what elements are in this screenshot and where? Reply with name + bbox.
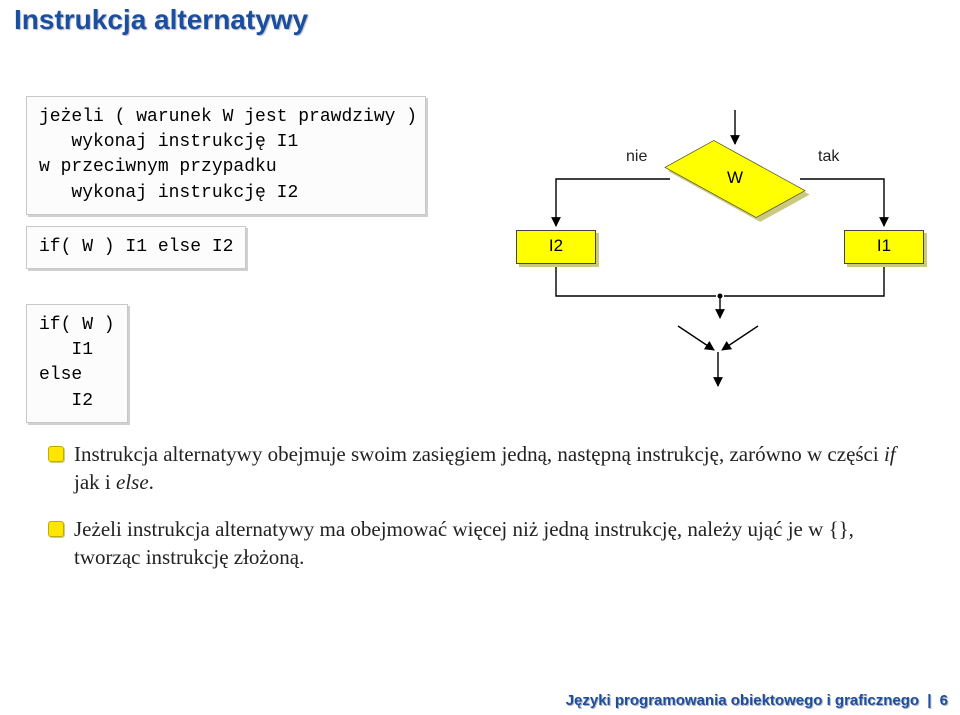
edge-label-yes: tak [818, 148, 839, 166]
process-left-label: I2 [516, 230, 596, 262]
bullet-italic: else [116, 470, 149, 494]
inline-if-box: if( W ) I1 else I2 [26, 226, 246, 269]
process-left: I2 [516, 230, 596, 264]
decision-node: W [670, 144, 800, 214]
bullet-text: Instrukcja alternatywy obejmuje swoim za… [74, 442, 884, 466]
page-title: Instrukcja alternatywy [14, 4, 946, 36]
decision-label: W [670, 168, 800, 188]
merge-diagram [668, 318, 768, 398]
title-bar: Instrukcja alternatywy [0, 0, 960, 46]
bullet-italic: if [884, 442, 896, 466]
bullet-text: jak i [74, 470, 116, 494]
edge-label-no: nie [626, 148, 647, 166]
bullet-item: Jeżeli instrukcja alternatywy ma obejmow… [48, 515, 918, 572]
process-right: I1 [844, 230, 924, 264]
footer-separator: | [923, 692, 935, 709]
block-if-box: if( W ) I1 else I2 [26, 304, 128, 423]
footer-page: 6 [940, 692, 948, 709]
bullet-list: Instrukcja alternatywy obejmuje swoim za… [48, 440, 918, 589]
process-right-label: I1 [844, 230, 924, 262]
footer: Języki programowania obiektowego i grafi… [566, 692, 948, 709]
bullet-text: . [149, 470, 154, 494]
bullet-item: Instrukcja alternatywy obejmuje swoim za… [48, 440, 918, 497]
footer-text: Języki programowania obiektowego i grafi… [566, 692, 919, 709]
bullet-text: Jeżeli instrukcja alternatywy ma obejmow… [74, 517, 854, 569]
pseudocode-box: jeżeli ( warunek W jest prawdziwy ) wyko… [26, 96, 426, 215]
